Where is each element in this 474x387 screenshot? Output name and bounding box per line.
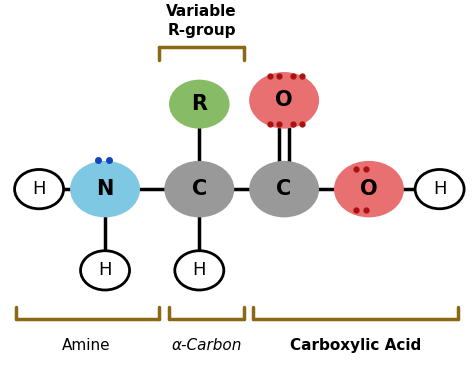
Text: Amine: Amine (62, 339, 110, 353)
Circle shape (415, 170, 464, 209)
Text: H: H (98, 261, 112, 279)
Text: Variable
R-group: Variable R-group (166, 4, 237, 38)
Text: α-Carbon: α-Carbon (171, 339, 242, 353)
Text: H: H (192, 261, 206, 279)
Text: O: O (360, 179, 378, 199)
Circle shape (170, 80, 228, 128)
Text: H: H (32, 180, 46, 198)
Text: O: O (275, 90, 293, 110)
Circle shape (250, 73, 318, 128)
Circle shape (71, 162, 139, 216)
Text: N: N (96, 179, 114, 199)
Text: C: C (191, 179, 207, 199)
Circle shape (250, 162, 318, 216)
Circle shape (81, 251, 129, 290)
Circle shape (165, 162, 233, 216)
Circle shape (15, 170, 64, 209)
Circle shape (175, 251, 224, 290)
Text: R: R (191, 94, 207, 114)
Text: Carboxylic Acid: Carboxylic Acid (290, 339, 421, 353)
Text: H: H (433, 180, 447, 198)
Circle shape (335, 162, 403, 216)
Text: C: C (276, 179, 292, 199)
